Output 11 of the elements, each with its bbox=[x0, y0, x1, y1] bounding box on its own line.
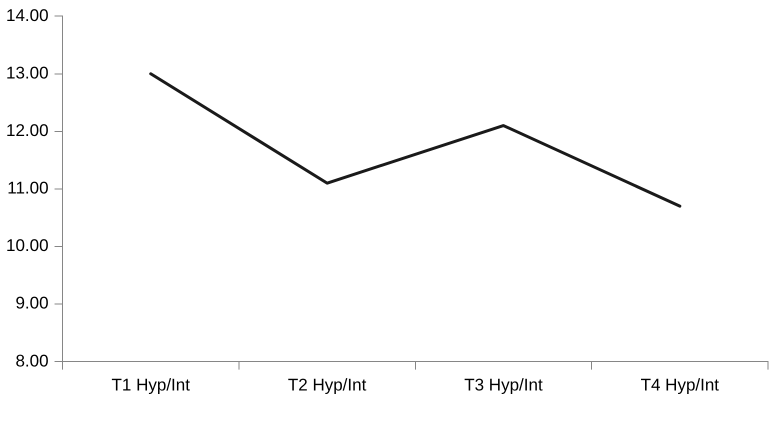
x-tick-label: T1 Hyp/Int bbox=[112, 375, 190, 394]
y-tick-label: 11.00 bbox=[7, 178, 49, 198]
y-tick-label: 12.00 bbox=[6, 121, 49, 140]
y-tick-label: 13.00 bbox=[6, 63, 49, 82]
x-tick-label: T4 Hyp/Int bbox=[640, 375, 720, 394]
x-tick-label: T2 Hyp/Int bbox=[288, 375, 367, 394]
x-tick-label: T3 Hyp/Int bbox=[464, 375, 543, 394]
y-tick-label: 10.00 bbox=[6, 236, 49, 256]
y-tick-label: 8.00 bbox=[15, 351, 49, 370]
y-tick-label: 14.00 bbox=[6, 6, 49, 25]
y-tick-label: 9.00 bbox=[15, 294, 49, 313]
